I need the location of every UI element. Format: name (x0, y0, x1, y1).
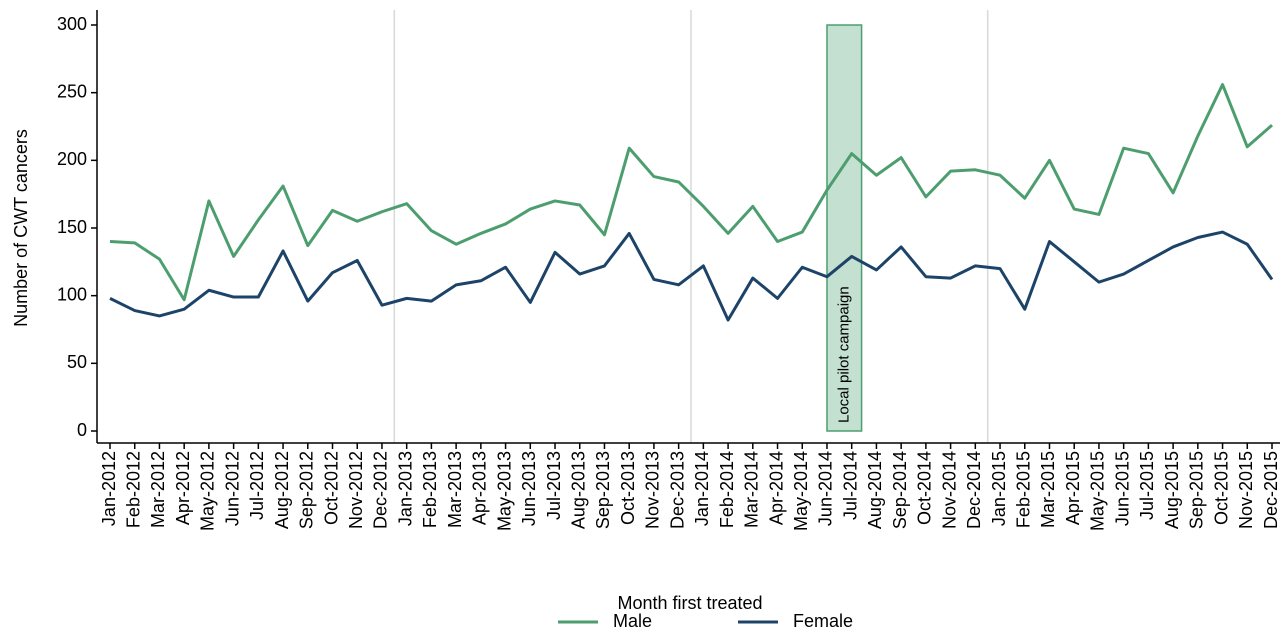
x-tick-label: Nov-2013 (643, 451, 663, 529)
y-tick-label: 200 (57, 149, 87, 169)
y-axis-title: Number of CWT cancers (11, 129, 31, 327)
y-tick-label: 50 (67, 352, 87, 372)
series-line (109, 83, 1273, 302)
x-tick-label: Jan-2015 (989, 451, 1009, 526)
x-axis-title: Month first treated (617, 593, 762, 613)
x-tick-label: Jun-2015 (1112, 451, 1132, 526)
x-tick-label: Jan-2014 (692, 451, 712, 526)
x-tick-label: Aug-2014 (865, 451, 885, 529)
x-tick-label: May-2013 (494, 451, 514, 531)
x-tick-label: Apr-2015 (1063, 451, 1083, 525)
x-tick-label: Jul-2012 (247, 451, 267, 520)
x-tick-label: Aug-2015 (1162, 451, 1182, 529)
x-tick-label: Feb-2015 (1014, 451, 1034, 528)
x-tick-label: Apr-2014 (766, 451, 786, 525)
x-tick-label: Mar-2015 (1038, 451, 1058, 528)
series-line (109, 230, 1274, 322)
x-tick-label: Dec-2012 (371, 451, 391, 529)
y-tick-label: 150 (57, 217, 87, 237)
x-tick-label: Sep-2014 (890, 451, 910, 529)
x-tick-label: Sep-2013 (593, 451, 613, 529)
x-tick-label: Oct-2015 (1211, 451, 1231, 525)
x-tick-label: Dec-2015 (1261, 451, 1281, 529)
x-tick-label: Jul-2014 (840, 451, 860, 520)
x-tick-label: Jun-2013 (519, 451, 539, 526)
x-tick-label: Oct-2014 (915, 451, 935, 525)
campaign-band (826, 24, 863, 432)
x-tick-label: Feb-2012 (123, 451, 143, 528)
x-tick-label: Apr-2012 (173, 451, 193, 525)
x-tick-label: Dec-2013 (667, 451, 687, 529)
x-tick-label: Jan-2013 (395, 451, 415, 526)
x-tick-label: Apr-2013 (470, 451, 490, 525)
x-tick-label: Sep-2015 (1187, 451, 1207, 529)
x-tick-label: Sep-2012 (297, 451, 317, 529)
campaign-label: Local pilot campaign (835, 286, 852, 423)
x-tick-label: Jun-2012 (222, 451, 242, 526)
x-tick-label: Aug-2012 (272, 451, 292, 529)
y-tick-label: 300 (57, 14, 87, 34)
x-tick-label: Nov-2012 (346, 451, 366, 529)
x-tick-label: Mar-2012 (148, 451, 168, 528)
x-tick-label: Oct-2012 (321, 451, 341, 525)
x-tick-label: Jan-2012 (99, 451, 119, 526)
x-tick-label: Dec-2014 (964, 451, 984, 529)
x-tick-label: Nov-2015 (1236, 451, 1256, 529)
x-tick-label: Jun-2014 (816, 451, 836, 526)
x-tick-label: Aug-2013 (568, 451, 588, 529)
x-tick-label: Mar-2014 (742, 451, 762, 528)
legend-label: Male (613, 611, 652, 631)
x-tick-label: Feb-2013 (420, 451, 440, 528)
x-tick-label: Feb-2014 (717, 451, 737, 528)
x-tick-label: Nov-2014 (939, 451, 959, 529)
x-tick-label: May-2012 (198, 451, 218, 531)
y-tick-label: 100 (57, 284, 87, 304)
x-tick-label: Jul-2013 (544, 451, 564, 520)
x-tick-label: May-2014 (791, 451, 811, 531)
x-tick-label: May-2015 (1088, 451, 1108, 531)
y-tick-label: 250 (57, 81, 87, 101)
x-tick-label: Mar-2013 (445, 451, 465, 528)
legend-label: Female (793, 611, 853, 631)
x-tick-label: Oct-2013 (618, 451, 638, 525)
x-tick-label: Jul-2015 (1137, 451, 1157, 520)
y-tick-label: 0 (77, 420, 87, 440)
